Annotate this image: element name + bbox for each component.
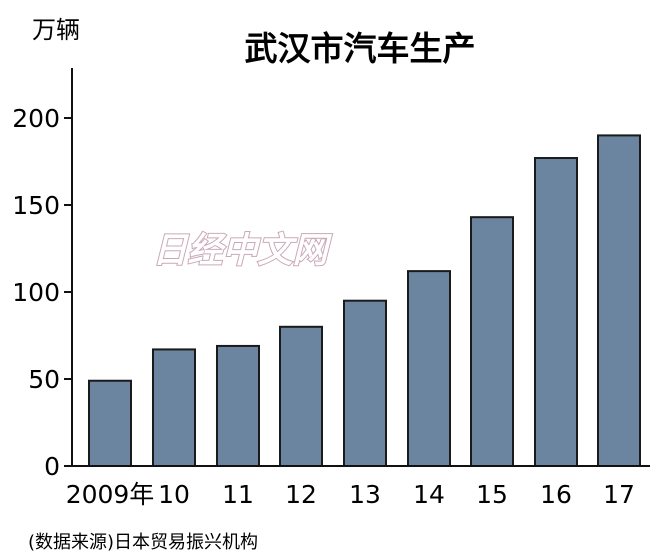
svg-text:武汉市汽车生产: 武汉市汽车生产: [245, 29, 476, 68]
x-tick-label-0: 2009年: [66, 480, 155, 509]
svg-text:日经中文网: 日经中文网: [152, 231, 332, 271]
svg-text:万辆: 万辆: [32, 16, 80, 44]
y-unit-label: 万辆: [32, 16, 80, 44]
bar-7: [534, 157, 578, 468]
y-tick-label-1: 50: [28, 365, 60, 394]
bar-0: [88, 379, 132, 467]
x-tick-label-6: 15: [476, 480, 508, 509]
source-note: (数据来源)日本贸易振兴机构: [28, 532, 258, 553]
y-axis-ticks: 0 50 100 150 200: [12, 104, 72, 481]
bar-5: [407, 270, 451, 467]
x-tick-label-7: 16: [540, 480, 572, 509]
x-tick-label-2: 11: [222, 480, 254, 509]
x-tick-label-5: 14: [413, 480, 445, 509]
x-axis-ticks: 2009年 10 11 12 13 14 15 16 17: [66, 480, 635, 509]
y-tick-label-3: 150: [12, 191, 60, 220]
x-tick-label-1: 10: [158, 480, 190, 509]
chart-title: 武汉市汽车生产: [245, 29, 476, 68]
bar-6: [470, 216, 514, 467]
bar-4: [343, 299, 387, 468]
watermark: 日经中文网: [151, 230, 333, 272]
x-tick-label-4: 13: [349, 480, 381, 509]
y-tick-label-2: 100: [12, 278, 60, 307]
x-tick-label-8: 17: [603, 480, 635, 509]
y-tick-label-4: 200: [12, 104, 60, 133]
y-tick-label-0: 0: [44, 452, 60, 481]
bar-2: [216, 344, 260, 467]
svg-text:(数据来源)日本贸易振兴机构: (数据来源)日本贸易振兴机构: [28, 532, 258, 553]
x-tick-label-3: 12: [285, 480, 317, 509]
bar-8: [597, 134, 641, 467]
bars: [88, 134, 641, 468]
bar-3: [279, 325, 323, 467]
bar-1: [152, 348, 196, 468]
